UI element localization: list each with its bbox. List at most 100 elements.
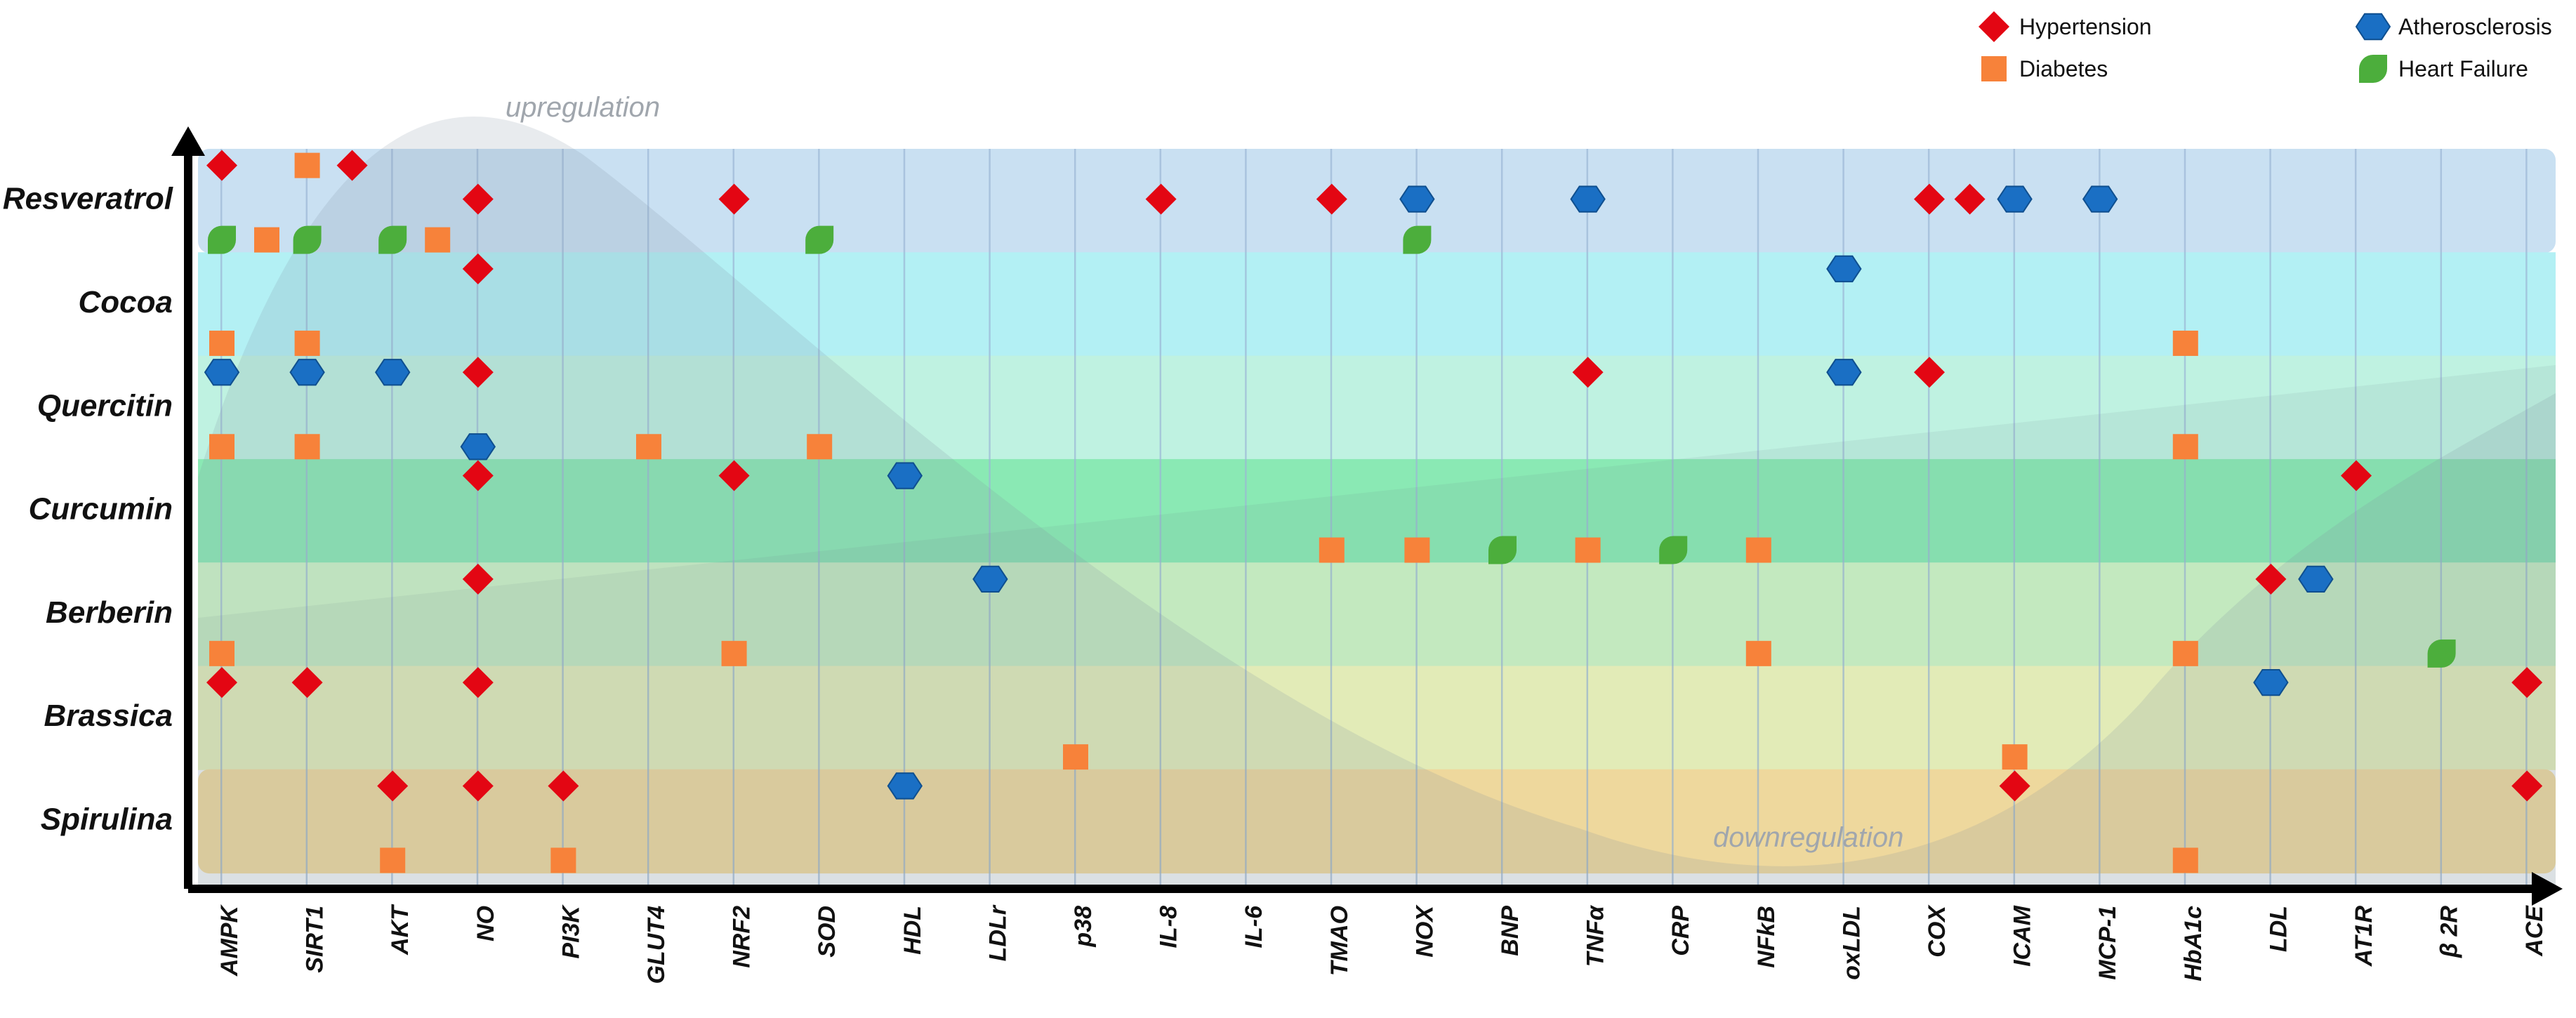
marker-hypertension-brassica-no [462, 667, 494, 699]
marker-diabetes-resveratrol-akt [425, 227, 451, 253]
category-label-hdl: HDL [899, 906, 926, 955]
compound-bands [198, 149, 2556, 874]
marker-diabetes-quercitin-glut4 [636, 434, 661, 460]
marker-heart-failure-berberin-2r [2427, 639, 2456, 668]
category-label-nox: NOX [1411, 904, 1438, 958]
marker-hypertension-spirulina-no [462, 770, 494, 802]
marker-hypertension-spirulina-icam [1999, 770, 2030, 802]
category-label-ldl: LDL [2265, 906, 2292, 952]
legend: Hypertension Atherosclerosis Diabetes Heart… [1979, 11, 2552, 83]
legend-item-heart-failure: Heart Failure [2359, 55, 2528, 83]
category-label-hba1c: HbA1c [2180, 906, 2207, 981]
category-label-at1r: AT1R [2351, 906, 2377, 967]
category-label-ldlr: LDLr [984, 904, 1011, 961]
marker-hypertension-spirulina-pi3k [548, 770, 579, 802]
marker-diabetes-quercitin-sod [807, 434, 833, 460]
marker-hypertension-cocoa-no [462, 253, 494, 284]
marker-diabetes-resveratrol-ampk [254, 227, 279, 253]
category-label-no: NO [473, 906, 499, 941]
marker-atherosclerosis-quercitin-akt [375, 359, 411, 386]
category-label-2r: β 2R [2436, 906, 2463, 958]
category-label-ace: ACE [2521, 905, 2548, 957]
compound-label-curcumin: Curcumin [29, 492, 173, 527]
category-label-glut4: GLUT4 [643, 906, 670, 984]
marker-heart-failure-resveratrol-sirt1 [293, 225, 322, 254]
regulation-curves [198, 116, 2556, 889]
band-resveratrol [198, 149, 2556, 253]
legend-item-hypertension: Hypertension [1979, 11, 2152, 42]
marker-diabetes-cocoa-ampk [209, 330, 235, 356]
legend-label-diabetes: Diabetes [2019, 56, 2108, 81]
marker-atherosclerosis-quercitin-ampk [204, 359, 240, 386]
compound-label-berberin: Berberin [46, 595, 173, 630]
marker-hypertension-brassica-ampk [206, 667, 237, 699]
category-label-tnf: TNFα [1583, 904, 1609, 967]
marker-hypertension-berberin-ldl [2255, 563, 2287, 595]
category-label-cox: COX [1924, 904, 1950, 958]
legend-swatch-diabetes [1981, 56, 2007, 81]
marker-atherosclerosis-resveratrol-nox [1399, 185, 1435, 213]
marker-diabetes-berberin-hba1c [2172, 640, 2198, 666]
marker-diabetes-berberin-nrf2 [721, 640, 747, 666]
category-label-akt: AKT [387, 904, 414, 956]
marker-hypertension-curcumin-nrf2 [718, 460, 750, 491]
marker-diabetes-spirulina-hba1c [2172, 847, 2198, 873]
marker-heart-failure-resveratrol-akt [378, 225, 407, 254]
marker-hypertension-resveratrol-sirt1 [336, 150, 368, 181]
band-berberin [198, 562, 2556, 667]
category-label-sod: SOD [814, 906, 840, 958]
marker-diabetes-berberin-ampk [209, 640, 235, 666]
regulation-wave [198, 116, 2556, 889]
category-labels: AMPK SIRT1 AKT NO PI3K GLUT4 NRF2 SOD HDL LDLr p38… [216, 904, 2548, 984]
x-axis-arrow [2532, 872, 2563, 906]
marker-heart-failure-resveratrol-nox [1403, 225, 1432, 254]
compound-label-quercitin: Quercitin [37, 388, 173, 423]
marker-diabetes-quercitin-hba1c [2172, 434, 2198, 460]
compound-label-spirulina: Spirulina [41, 802, 173, 836]
marker-hypertension-resveratrol-il-8 [1145, 183, 1177, 215]
compound-label-brassica: Brassica [44, 699, 173, 733]
marker-diabetes-curcumin-tmao [1319, 537, 1345, 563]
marker-atherosclerosis-brassica-ldl [2253, 669, 2289, 696]
marker-diabetes-brassica-icam [2002, 744, 2028, 770]
marker-hypertension-brassica-sirt1 [291, 667, 323, 699]
marker-hypertension-berberin-no [462, 563, 494, 595]
band-brassica [198, 666, 2556, 770]
marker-diabetes-brassica-p38 [1063, 744, 1088, 770]
marker-diabetes-quercitin-sirt1 [294, 434, 320, 460]
legend-label-hypertension: Hypertension [2019, 14, 2152, 39]
legend-swatch-heart-failure [2359, 55, 2387, 83]
upregulation-annotation: upregulation [506, 92, 660, 123]
marker-diabetes-curcumin-tnf [1575, 537, 1601, 563]
compound-label-cocoa: Cocoa [79, 285, 173, 319]
marker-atherosclerosis-spirulina-hdl [887, 772, 923, 800]
marker-atherosclerosis-quercitin-oxldl [1826, 359, 1862, 386]
y-axis-arrow [171, 126, 205, 156]
marker-atherosclerosis-resveratrol-tnf [1570, 185, 1606, 213]
marker-hypertension-spirulina-ace [2511, 770, 2543, 802]
marker-hypertension-resveratrol-tmao [1316, 183, 1347, 215]
marker-hypertension-quercitin-tnf [1572, 357, 1604, 388]
legend-label-heart-failure: Heart Failure [2398, 56, 2528, 81]
legend-item-atherosclerosis: Atherosclerosis [2355, 13, 2552, 41]
marker-atherosclerosis-quercitin-no [460, 433, 496, 461]
compound-label-resveratrol: Resveratrol [3, 182, 173, 216]
category-label-bnp: BNP [1497, 906, 1524, 956]
marker-diabetes-resveratrol-sirt1 [294, 152, 320, 178]
category-label-mcp-1: MCP-1 [2094, 906, 2121, 980]
category-label-nrf2: NRF2 [729, 906, 755, 968]
band-curcumin [198, 458, 2556, 564]
marker-atherosclerosis-resveratrol-mcp-1 [2082, 185, 2118, 213]
marker-diabetes-spirulina-pi3k [550, 847, 576, 873]
category-label-oxldl: oxLDL [1838, 906, 1865, 980]
marker-diabetes-curcumin-nox [1404, 537, 1430, 563]
legend-label-atherosclerosis: Atherosclerosis [2398, 14, 2552, 39]
legend-item-diabetes: Diabetes [1981, 56, 2108, 81]
axes [171, 126, 2563, 906]
marker-diabetes-quercitin-ampk [209, 434, 235, 460]
marker-hypertension-resveratrol-no [462, 183, 494, 215]
marker-atherosclerosis-resveratrol-icam [1997, 185, 2033, 213]
category-label-p38: p38 [1070, 906, 1097, 948]
